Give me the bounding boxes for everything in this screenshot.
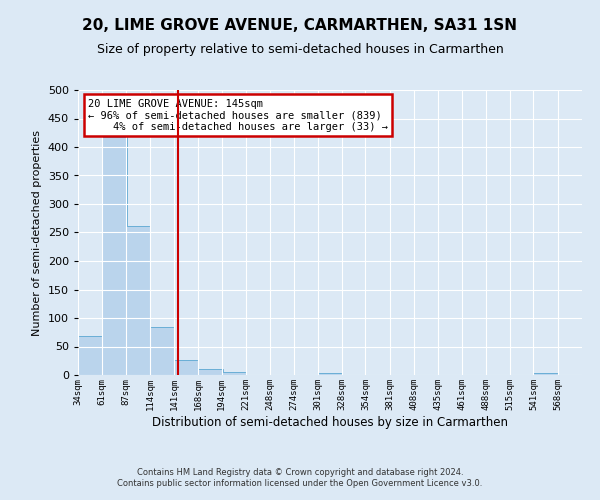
Bar: [222, 372, 246, 375]
Text: Size of property relative to semi-detached houses in Carmarthen: Size of property relative to semi-detach…: [97, 42, 503, 56]
Text: 20, LIME GROVE AVENUE, CARMARTHEN, SA31 1SN: 20, LIME GROVE AVENUE, CARMARTHEN, SA31 …: [83, 18, 517, 32]
Text: 20 LIME GROVE AVENUE: 145sqm
← 96% of semi-detached houses are smaller (839)
   : 20 LIME GROVE AVENUE: 145sqm ← 96% of se…: [88, 98, 388, 132]
Y-axis label: Number of semi-detached properties: Number of semi-detached properties: [32, 130, 42, 336]
Bar: [533, 372, 558, 375]
Bar: [199, 370, 223, 375]
Bar: [318, 372, 342, 375]
X-axis label: Distribution of semi-detached houses by size in Carmarthen: Distribution of semi-detached houses by …: [152, 416, 508, 428]
Bar: [102, 136, 127, 375]
Bar: [150, 326, 174, 375]
Text: Contains HM Land Registry data © Crown copyright and database right 2024.
Contai: Contains HM Land Registry data © Crown c…: [118, 468, 482, 487]
Bar: [174, 360, 199, 375]
Bar: [125, 226, 150, 375]
Bar: [78, 336, 102, 375]
